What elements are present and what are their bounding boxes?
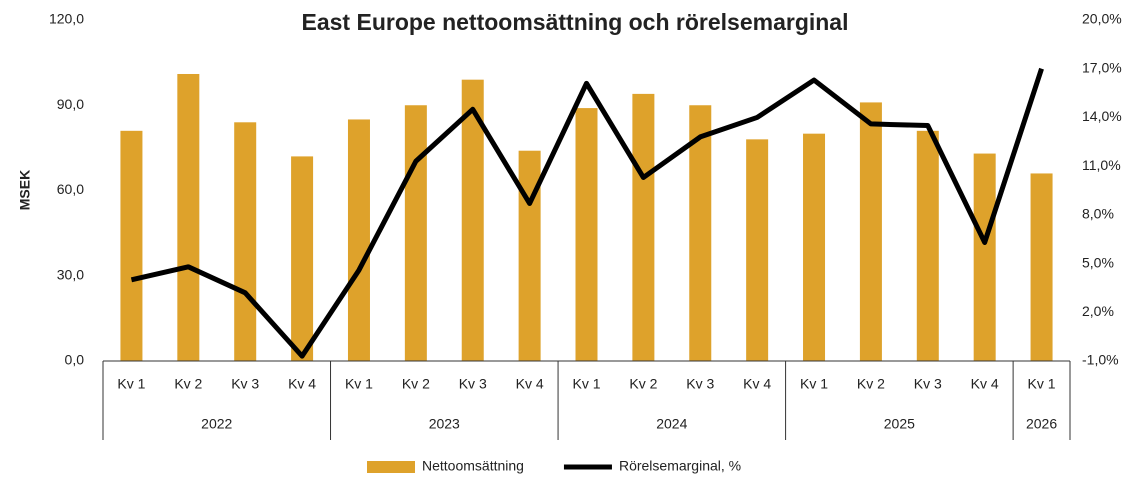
bar	[575, 108, 598, 361]
x-tick-label: Kv 1	[1028, 376, 1056, 392]
y2-tick-label: 8,0%	[1082, 206, 1114, 222]
y-tick-label: 60,0	[57, 181, 84, 197]
bar	[1030, 173, 1053, 361]
x-tick-label: Kv 1	[117, 376, 145, 392]
y2-tick-label: 11,0%	[1082, 157, 1121, 173]
y2-tick-label: 20,0%	[1082, 11, 1122, 27]
legend-swatch	[367, 461, 415, 473]
x-tick-label: Kv 4	[743, 376, 771, 392]
group-label: 2025	[884, 416, 915, 432]
bar	[916, 130, 939, 361]
bar	[746, 139, 769, 361]
x-tick-label: Kv 4	[516, 376, 544, 392]
x-tick-label: Kv 4	[971, 376, 999, 392]
group-label: 2024	[656, 416, 687, 432]
x-tick-label: Kv 2	[174, 376, 202, 392]
bar	[177, 73, 200, 361]
x-tick-label: Kv 1	[345, 376, 373, 392]
group-label: 2026	[1026, 416, 1057, 432]
legend-label: Rörelsemarginal, %	[619, 458, 741, 474]
bar	[461, 79, 484, 362]
bar	[973, 153, 996, 361]
legend-label: Nettoomsättning	[422, 458, 524, 474]
y2-tick-label: 14,0%	[1082, 108, 1122, 124]
group-label: 2022	[201, 416, 232, 432]
x-tick-label: Kv 2	[402, 376, 430, 392]
x-tick-label: Kv 3	[686, 376, 714, 392]
bar	[632, 93, 655, 361]
y2-tick-label: 17,0%	[1082, 59, 1122, 75]
y-tick-label: 120,0	[49, 11, 84, 27]
bar	[291, 156, 314, 361]
y-tick-label: 30,0	[57, 266, 84, 282]
bar	[518, 150, 541, 361]
y-axis-label: MSEK	[17, 170, 33, 210]
y2-tick-label: 2,0%	[1082, 303, 1114, 319]
x-tick-label: Kv 1	[572, 376, 600, 392]
chart-title: East Europe nettoomsättning och rörelsem…	[302, 9, 849, 35]
bar	[120, 130, 143, 361]
x-tick-label: Kv 3	[459, 376, 487, 392]
bar	[859, 102, 882, 362]
x-tick-label: Kv 2	[857, 376, 885, 392]
x-tick-label: Kv 3	[914, 376, 942, 392]
bar	[803, 133, 826, 361]
group-label: 2023	[429, 416, 460, 432]
y2-tick-label: 5,0%	[1082, 254, 1114, 270]
bar	[689, 105, 712, 361]
bar	[234, 122, 257, 361]
x-tick-label: Kv 3	[231, 376, 259, 392]
bar	[347, 119, 370, 361]
x-tick-label: Kv 4	[288, 376, 316, 392]
y2-tick-label: -1,0%	[1082, 352, 1119, 368]
y-tick-label: 90,0	[57, 96, 84, 112]
x-tick-label: Kv 2	[629, 376, 657, 392]
y-tick-label: 0,0	[65, 352, 85, 368]
bar	[404, 105, 427, 361]
line	[130, 67, 1044, 359]
x-tick-label: Kv 1	[800, 376, 828, 392]
